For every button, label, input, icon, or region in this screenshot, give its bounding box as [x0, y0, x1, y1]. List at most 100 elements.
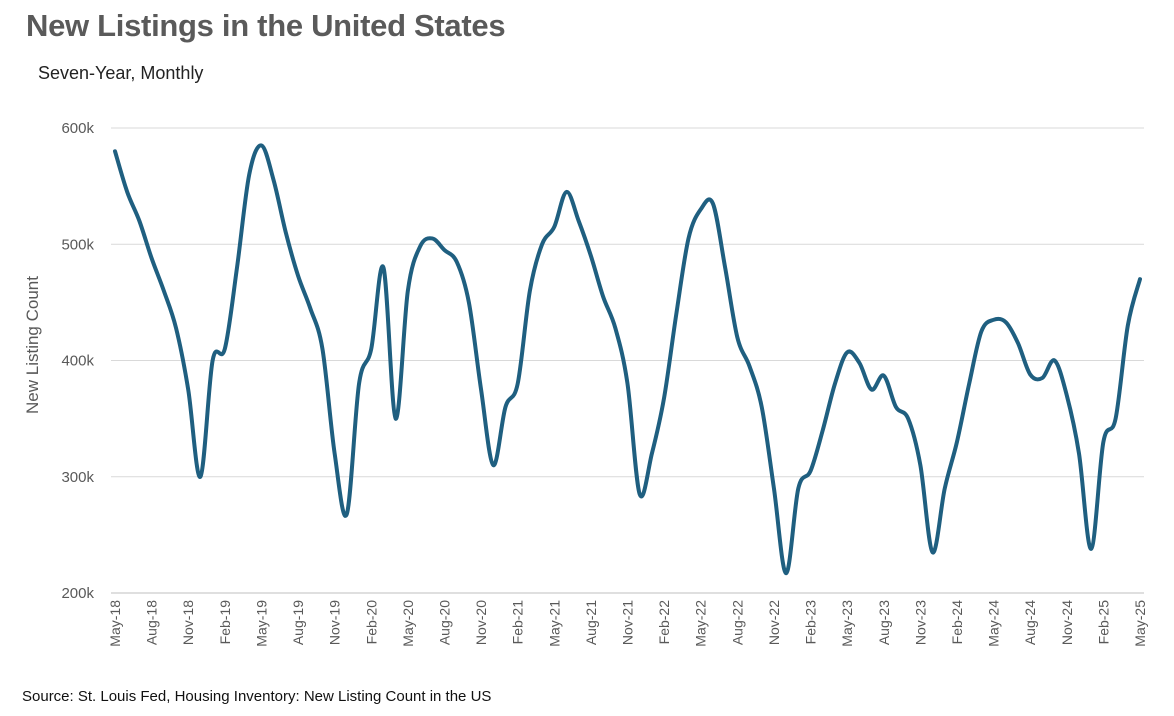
data-point: [320, 347, 324, 351]
data-point: [699, 207, 703, 211]
chart-title: New Listings in the United States: [26, 8, 506, 43]
x-tick-label: Nov-19: [327, 600, 343, 645]
x-tick-label: Feb-19: [217, 600, 233, 645]
data-point: [870, 388, 874, 392]
y-tick-label: 300k: [61, 469, 94, 486]
data-point: [979, 329, 983, 333]
x-tick-label: Nov-18: [180, 600, 196, 645]
data-point: [479, 388, 483, 392]
x-tick-label: Nov-21: [620, 600, 636, 645]
x-tick-label: Aug-24: [1022, 600, 1038, 645]
data-point: [906, 417, 910, 421]
x-tick-label: May-23: [839, 600, 855, 647]
x-tick-label: May-18: [107, 600, 123, 647]
data-point: [882, 374, 886, 378]
chart-subtitle: Seven-Year, Monthly: [38, 63, 204, 83]
data-point: [296, 274, 300, 278]
data-point: [687, 236, 691, 240]
data-point: [748, 364, 752, 368]
data-point: [589, 254, 593, 258]
data-point: [272, 178, 276, 182]
data-point: [503, 405, 507, 409]
y-tick-label: 400k: [61, 353, 94, 370]
x-tick-label: May-20: [400, 600, 416, 647]
data-point: [1053, 359, 1057, 363]
data-point: [467, 300, 471, 304]
x-tick-label: Aug-23: [876, 600, 892, 645]
data-point: [772, 486, 776, 490]
data-point: [955, 440, 959, 444]
data-point: [992, 318, 996, 322]
x-tick-label: Feb-22: [656, 600, 672, 645]
x-tick-label: Aug-21: [583, 600, 599, 645]
data-point: [711, 202, 715, 206]
data-point: [186, 388, 190, 392]
data-point: [931, 550, 935, 554]
data-point: [308, 306, 312, 310]
data-point: [613, 326, 617, 330]
data-point: [540, 242, 544, 246]
data-point: [259, 143, 263, 147]
y-axis-ticks: 200k 300k 400k 500k 600k: [61, 120, 94, 602]
series-layer: [113, 143, 1142, 576]
data-point: [223, 347, 227, 351]
data-point: [198, 475, 202, 479]
data-point: [381, 266, 385, 270]
data-point: [247, 173, 251, 177]
data-point: [857, 361, 861, 365]
data-point: [162, 289, 166, 293]
data-point: [918, 463, 922, 467]
x-tick-label: Aug-22: [729, 600, 745, 645]
data-point: [601, 295, 605, 299]
data-point: [626, 382, 630, 386]
data-point: [1126, 324, 1130, 328]
data-point: [821, 428, 825, 432]
data-point: [125, 190, 129, 194]
x-tick-label: Feb-24: [949, 600, 965, 645]
data-point: [455, 260, 459, 264]
data-point: [1028, 372, 1032, 376]
data-point: [174, 326, 178, 330]
x-tick-label: Nov-23: [912, 600, 928, 645]
x-tick-label: Feb-20: [363, 600, 379, 645]
x-tick-label: Feb-23: [803, 600, 819, 645]
data-point: [735, 335, 739, 339]
data-point: [723, 266, 727, 270]
y-axis-title: New Listing Count: [23, 276, 42, 414]
data-point: [113, 149, 117, 153]
data-point: [528, 289, 532, 293]
data-point: [357, 382, 361, 386]
data-point: [564, 190, 568, 194]
data-point: [345, 512, 349, 516]
series-line: [113, 143, 1142, 576]
data-point: [211, 359, 215, 363]
data-point: [1077, 452, 1081, 456]
data-point: [516, 382, 520, 386]
data-point: [1016, 341, 1020, 345]
x-axis-ticks: May-18 Aug-18 Nov-18 Feb-19 May-19 Aug-19 Nov-…: [107, 600, 1148, 647]
data-point: [760, 405, 764, 409]
data-point: [1114, 417, 1118, 421]
data-point: [1004, 320, 1008, 324]
data-point: [150, 256, 154, 260]
x-tick-label: Feb-25: [1095, 600, 1111, 645]
data-point: [442, 248, 446, 252]
data-point: [845, 350, 849, 354]
x-tick-label: Feb-21: [510, 600, 526, 645]
data-point: [577, 219, 581, 223]
data-point: [284, 231, 288, 235]
y-tick-label: 500k: [61, 236, 94, 253]
data-point: [784, 571, 788, 575]
data-point: [1040, 376, 1044, 380]
source-note: Source: St. Louis Fed, Housing Inventory…: [22, 688, 492, 705]
x-tick-label: Aug-19: [290, 600, 306, 645]
x-tick-label: May-24: [986, 600, 1002, 647]
data-point: [796, 486, 800, 490]
data-point: [662, 396, 666, 400]
data-point: [333, 452, 337, 456]
y-tick-label: 200k: [61, 585, 94, 602]
x-tick-label: May-21: [546, 600, 562, 647]
x-tick-label: May-25: [1132, 600, 1148, 647]
data-point: [1138, 277, 1142, 281]
